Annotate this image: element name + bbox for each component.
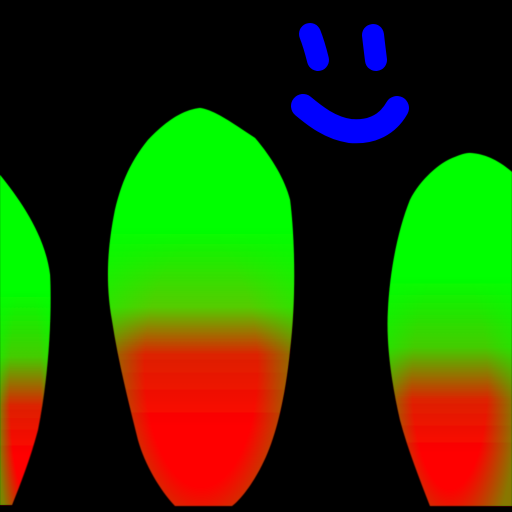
smiley-mouth	[291, 94, 409, 144]
left-blob-edge	[0, 175, 51, 505]
center-blob	[108, 108, 295, 506]
right-blob-edge	[387, 153, 512, 506]
right-blob	[387, 153, 512, 506]
smiley-face-icon	[291, 23, 409, 144]
center-blob-edge	[108, 108, 295, 506]
smiley-left-eye	[299, 23, 329, 71]
smiley-right-eye	[362, 24, 387, 71]
left-partial-blob	[0, 175, 51, 505]
